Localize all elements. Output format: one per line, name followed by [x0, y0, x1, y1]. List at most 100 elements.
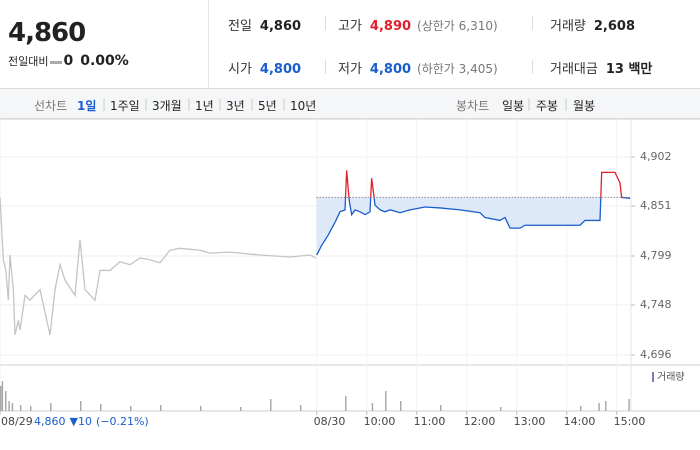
y-tick-label: 4,696 — [640, 348, 672, 361]
tab-separator: | — [564, 97, 569, 111]
stat: 전일 4,860 — [228, 15, 301, 34]
x-tick-label: 15:00 — [614, 415, 646, 428]
footer-change-rate: (−0.21%) — [96, 415, 149, 428]
volume-bar — [300, 405, 302, 411]
tab-separator: | — [187, 97, 192, 111]
volume-bar — [580, 406, 582, 411]
price-line — [316, 197, 631, 256]
volume-bar — [605, 401, 607, 411]
period-tab[interactable]: 3개월 — [152, 99, 182, 113]
footer: 4,860 ▼10 (−0.21%) — [34, 415, 149, 428]
x-tick-label: 12:00 — [464, 415, 496, 428]
divider — [532, 16, 533, 30]
flat-icon — [50, 60, 63, 64]
price-line-above — [344, 170, 628, 198]
volume-bar — [628, 399, 630, 411]
volume-bar — [345, 396, 347, 411]
stat-label: 거래량 — [550, 19, 586, 34]
change-value: 0 — [63, 53, 74, 69]
tab-bar: 선차트 1일 1주일 | 3개월 | 1년 | 3년 | 5년 | 10년 | 봉차트 일봉 주봉 | 월봉 | — [0, 89, 700, 119]
footer-change: ▼10 — [70, 415, 92, 428]
period-tab[interactable]: 5년 — [258, 99, 277, 113]
stat-value: 4,860 — [259, 19, 302, 34]
stat-value: 4,800 — [259, 62, 302, 77]
x-tick-label: 14:00 — [564, 415, 596, 428]
stat: 저가 4,800 (하한가 3,405) — [338, 58, 498, 77]
period-tab[interactable]: 1년 — [195, 99, 214, 113]
stat-label: 저가 — [338, 62, 362, 77]
y-tick-label: 4,799 — [640, 249, 672, 262]
x-tick-label: 11:00 — [414, 415, 446, 428]
candle-tab[interactable]: 일봉 — [502, 99, 525, 113]
volume-bar — [50, 403, 52, 411]
stat-value: 4,890 — [369, 19, 412, 34]
volume-bar — [1, 381, 4, 411]
footer-price: 4,860 — [34, 415, 66, 428]
tab-separator: | — [144, 97, 149, 111]
volume-bar — [11, 403, 14, 411]
stat-note: (하한가 3,405) — [417, 62, 498, 76]
x-tick-label: 08/29 — [1, 415, 33, 428]
tab-group-label: 봉차트 — [456, 99, 490, 113]
stat-label: 고가 — [338, 19, 362, 34]
tab-separator: | — [527, 97, 532, 111]
volume-bar — [80, 401, 82, 411]
volume-bar — [440, 405, 442, 411]
volume-bar — [0, 386, 2, 411]
tab-separator: | — [250, 97, 255, 111]
summary: 4,860 전일대비 0 0.00% 전일 4,860 고가 4,890 (상한가 6,3… — [0, 0, 700, 89]
x-tick-label: 08/30 — [314, 415, 346, 428]
candle-tab[interactable]: 주봉 — [536, 99, 559, 113]
change: 전일대비 0 0.00% — [8, 53, 129, 69]
legend-swatch — [652, 372, 654, 382]
stat: 거래량 2,608 — [550, 15, 635, 34]
y-tick-label: 4,902 — [640, 150, 672, 163]
volume-bar — [200, 406, 202, 411]
stat: 거래대금 13 백만 — [550, 58, 652, 77]
volume-bar — [371, 403, 374, 411]
current-price: 4,860 — [8, 18, 86, 48]
y-tick-label: 4,748 — [640, 298, 672, 311]
volume-bar — [30, 406, 32, 411]
period-tab[interactable]: 3년 — [226, 99, 245, 113]
tab-separator: | — [102, 97, 107, 111]
period-tab[interactable]: 1주일 — [110, 99, 140, 113]
period-tab[interactable]: 10년 — [290, 99, 317, 113]
period-tab[interactable]: 1일 — [77, 99, 97, 113]
x-tick-label: 10:00 — [364, 415, 396, 428]
divider — [325, 60, 326, 74]
legend-label: 거래량 — [657, 371, 685, 383]
stat-value: 13 백만 — [605, 62, 653, 77]
volume-bar — [500, 407, 502, 411]
tab-group-label: 선차트 — [34, 99, 68, 113]
change-label: 전일대비 — [8, 55, 49, 68]
stat-value: 4,800 — [369, 62, 412, 77]
stat-note: (상한가 6,310) — [417, 19, 498, 33]
tab-separator: | — [218, 97, 223, 111]
candle-tab[interactable]: 월봉 — [573, 99, 596, 113]
volume-bar — [385, 391, 387, 411]
volume-bar — [5, 391, 7, 411]
stat-label: 거래대금 — [550, 62, 598, 77]
volume-bar — [270, 399, 272, 411]
divider — [532, 60, 533, 74]
previous-day-line — [0, 197, 317, 335]
volume-bar — [240, 407, 242, 411]
divider — [325, 16, 326, 30]
volume-bar — [100, 404, 102, 411]
tab-separator: | — [282, 97, 287, 111]
change-rate: 0.00% — [80, 53, 129, 69]
stat: 시가 4,800 — [228, 58, 301, 77]
volume-bar — [400, 401, 402, 411]
area-fill — [316, 197, 630, 256]
chart: 4,696 4,748 4,799 4,851 4,902 08/29 08/30 10:00… — [0, 119, 700, 428]
stat-value: 2,608 — [593, 19, 636, 34]
stat-label: 시가 — [228, 62, 252, 77]
stat: 고가 4,890 (상한가 6,310) — [338, 15, 498, 34]
x-tick-label: 13:00 — [514, 415, 546, 428]
volume-bar — [130, 406, 132, 411]
stat-label: 전일 — [228, 19, 252, 34]
volume-bar — [8, 401, 10, 411]
volume-bar — [598, 403, 600, 411]
